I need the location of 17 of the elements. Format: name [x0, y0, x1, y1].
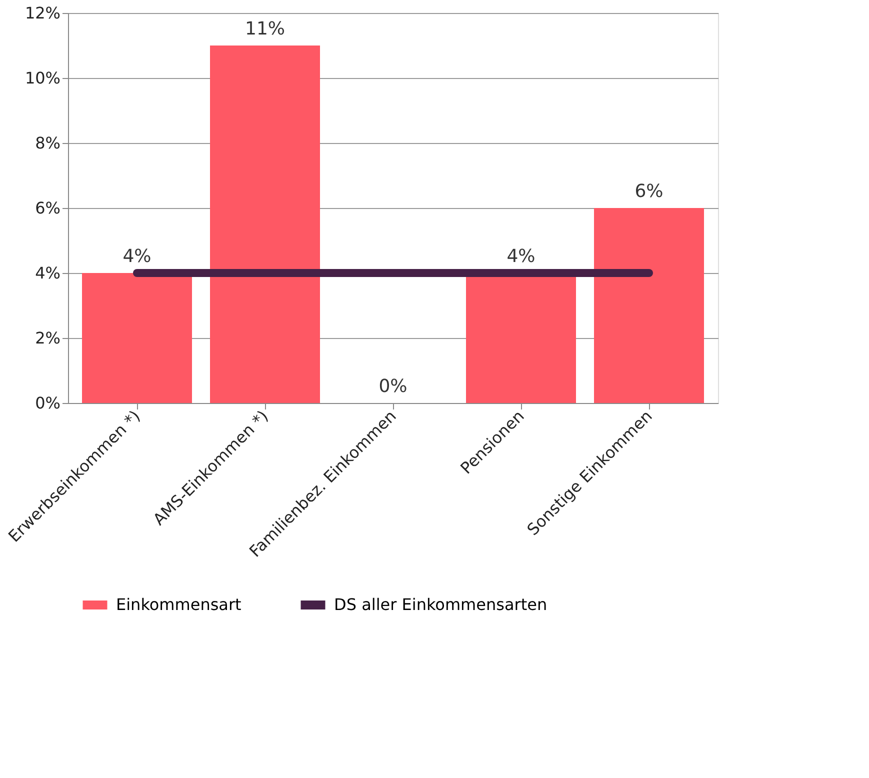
y-tick-label: 10%: [24, 68, 60, 88]
data-label: 6%: [634, 181, 664, 202]
bar: [82, 273, 192, 403]
legend-label: DS aller Einkommensarten: [334, 595, 548, 614]
y-tick-label: 0%: [35, 394, 60, 412]
y-tick-label: 8%: [35, 134, 60, 152]
y-tick-label: 6%: [35, 198, 60, 218]
y-tick-label: 2%: [35, 328, 60, 348]
data-label: 11%: [244, 18, 286, 40]
legend-label: Einkommensart: [116, 595, 242, 614]
data-label: 0%: [378, 376, 408, 397]
data-label: 4%: [506, 246, 536, 267]
bar: [210, 46, 320, 403]
data-label: 4%: [122, 246, 152, 267]
y-tick-label: 12%: [24, 4, 60, 22]
bar: [594, 208, 704, 403]
y-tick-label: 4%: [35, 264, 60, 282]
